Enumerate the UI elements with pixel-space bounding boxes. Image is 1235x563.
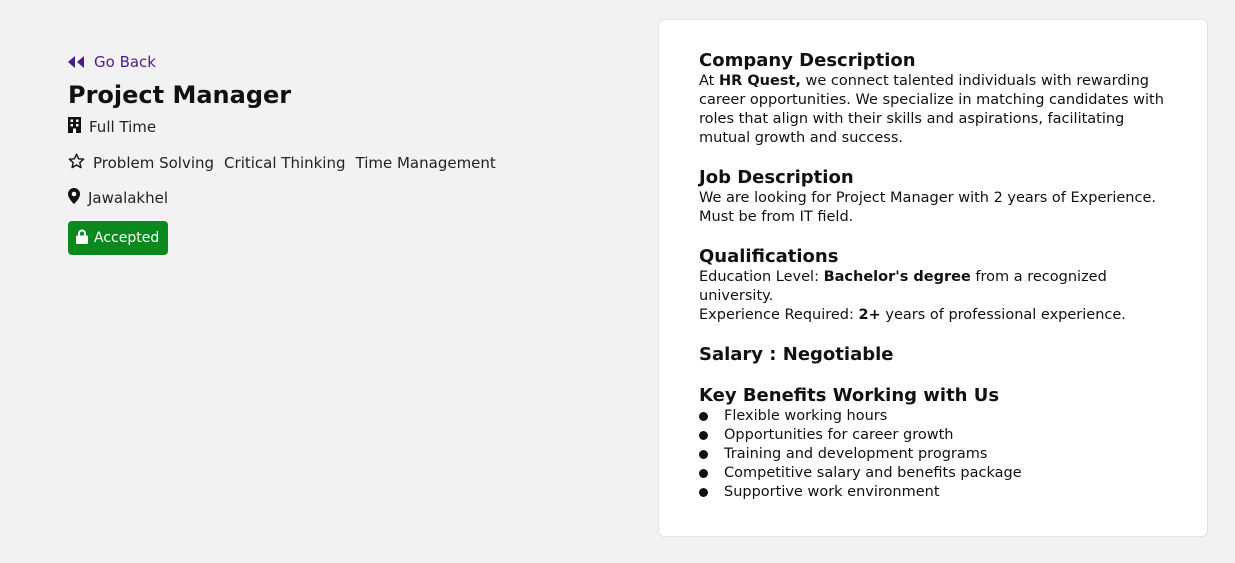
list-item: Opportunities for career growth — [699, 426, 1179, 445]
benefit-text: Supportive work environment — [724, 484, 940, 500]
job-description-section: Job Description We are looking for Proje… — [699, 167, 1179, 227]
benefit-text: Competitive salary and benefits package — [724, 465, 1022, 481]
bullet-icon — [699, 412, 708, 421]
job-details-card: Company Description At HR Quest, we conn… — [658, 19, 1208, 537]
star-outline-icon — [68, 153, 85, 173]
education-requirement: Education Level: Bachelor's degree from … — [699, 268, 1179, 306]
list-item: Competitive salary and benefits package — [699, 464, 1179, 483]
experience-requirement: Experience Required: 2+ years of profess… — [699, 306, 1179, 325]
job-title: Project Manager — [68, 81, 292, 109]
list-item: Training and development programs — [699, 445, 1179, 464]
status-label: Accepted — [94, 230, 160, 246]
company-description-title: Company Description — [699, 50, 916, 71]
skill-tag: Critical Thinking — [224, 154, 346, 172]
job-type: Full Time — [89, 118, 157, 136]
job-description-title: Job Description — [699, 167, 854, 188]
experience-value: 2+ — [858, 307, 881, 323]
benefit-text: Opportunities for career growth — [724, 427, 954, 443]
education-value: Bachelor's degree — [823, 269, 971, 285]
job-description-text: We are looking for Project Manager with … — [699, 190, 1156, 225]
company-description-body: we connect talented individuals with rew… — [699, 73, 1164, 146]
lock-icon — [76, 229, 88, 248]
location-row: Jawalakhel — [68, 187, 608, 209]
qualifications-title: Qualifications — [699, 246, 839, 267]
list-item: Supportive work environment — [699, 483, 1179, 502]
company-description-prefix: At — [699, 73, 719, 89]
building-icon — [68, 117, 81, 137]
bullet-icon — [699, 469, 708, 478]
benefits-list: Flexible working hours Opportunities for… — [699, 407, 1179, 502]
company-description-section: Company Description At HR Quest, we conn… — [699, 50, 1179, 148]
skills-row: Problem Solving Critical Thinking Time M… — [68, 152, 608, 174]
status-badge: Accepted — [68, 221, 169, 255]
education-suffix: from a recognized university. — [699, 269, 1107, 304]
go-back-link[interactable]: Go Back — [68, 52, 608, 72]
benefits-title: Key Benefits Working with Us — [699, 385, 1000, 406]
experience-label: Experience Required: — [699, 307, 859, 323]
job-location: Jawalakhel — [88, 189, 169, 207]
bullet-icon — [699, 450, 708, 459]
list-item: Flexible working hours — [699, 407, 1179, 426]
benefit-text: Flexible working hours — [724, 408, 888, 424]
skill-tag: Problem Solving — [93, 154, 215, 172]
benefits-section: Key Benefits Working with Us Flexible wo… — [699, 385, 1179, 502]
bullet-icon — [699, 488, 708, 497]
salary-label: Salary : Negotiable — [699, 344, 894, 365]
salary-section: Salary : Negotiable — [699, 344, 1179, 366]
double-left-arrow-icon — [68, 56, 85, 68]
education-label: Education Level: — [699, 269, 824, 285]
job-type-row: Full Time — [68, 116, 608, 138]
map-pin-icon — [68, 188, 80, 208]
job-summary-panel: Go Back Project Manager Full Time Proble… — [68, 52, 608, 255]
company-description-text: At HR Quest, we connect talented individ… — [699, 72, 1179, 148]
go-back-label: Go Back — [94, 53, 156, 71]
skill-tag: Time Management — [355, 154, 496, 172]
benefit-text: Training and development programs — [724, 446, 988, 462]
skills-list: Problem Solving Critical Thinking Time M… — [93, 154, 496, 172]
qualifications-section: Qualifications Education Level: Bachelor… — [699, 246, 1179, 325]
bullet-icon — [699, 431, 708, 440]
company-name: HR Quest, — [718, 73, 801, 89]
experience-suffix: years of professional experience. — [880, 307, 1126, 323]
